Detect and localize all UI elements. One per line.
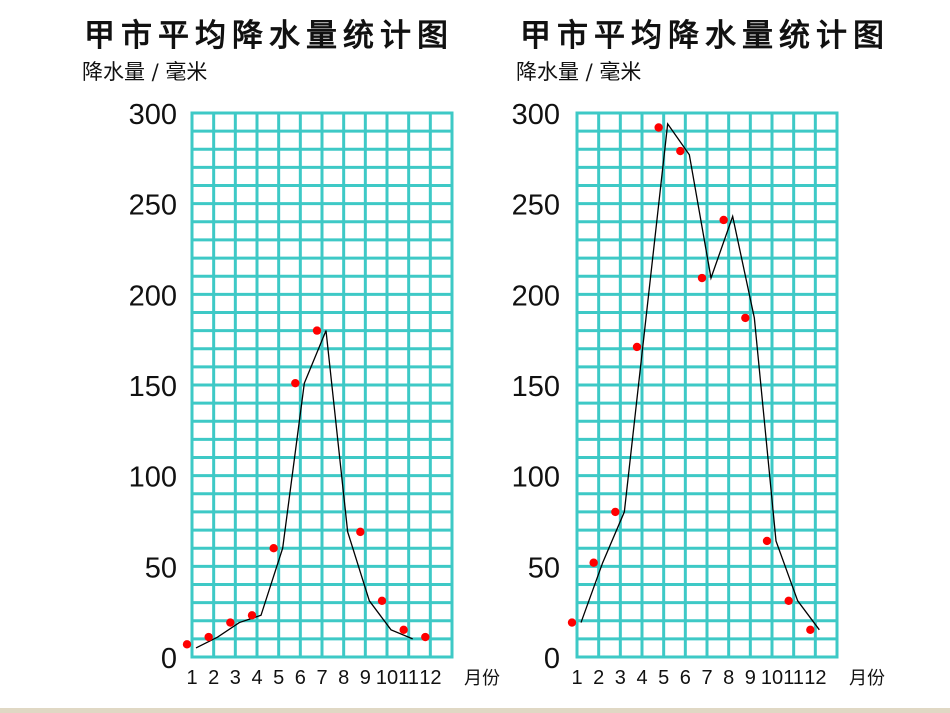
x-tick-label: 9 bbox=[745, 667, 756, 689]
y-tick-label: 150 bbox=[129, 371, 177, 403]
data-point bbox=[226, 618, 235, 627]
x-tick-label: 2 bbox=[593, 667, 604, 689]
x-tick-label: 10 bbox=[761, 667, 783, 689]
data-point bbox=[291, 378, 300, 388]
y-tick-label: 0 bbox=[161, 643, 177, 675]
y-tick-label: 200 bbox=[512, 280, 560, 312]
y-tick-label: 150 bbox=[512, 371, 560, 403]
y-axis-label-left: 降水量 / 毫米 bbox=[82, 60, 208, 84]
data-point bbox=[741, 313, 750, 323]
x-tick-label: 1 bbox=[571, 667, 582, 689]
y-tick-label: 250 bbox=[512, 190, 560, 222]
x-tick-label: 10 bbox=[376, 667, 398, 689]
y-tick-label: 100 bbox=[512, 462, 560, 494]
y-tick-label: 50 bbox=[528, 552, 560, 584]
x-axis-unit: 月份 bbox=[849, 668, 885, 689]
y-tick-label: 50 bbox=[145, 552, 177, 584]
data-point bbox=[611, 507, 620, 517]
y-tick-label: 250 bbox=[129, 190, 177, 222]
data-point bbox=[182, 640, 192, 649]
x-tick-label: 8 bbox=[338, 667, 349, 689]
data-point bbox=[806, 625, 815, 634]
data-point bbox=[356, 527, 365, 537]
data-point bbox=[312, 326, 322, 335]
x-tick-label: 1 bbox=[186, 667, 197, 689]
data-point bbox=[421, 632, 430, 642]
data-point bbox=[247, 611, 257, 620]
data-point bbox=[676, 146, 685, 156]
data-line bbox=[580, 122, 820, 631]
data-point bbox=[269, 544, 278, 553]
data-point bbox=[654, 123, 663, 132]
y-tick-label: 0 bbox=[544, 643, 560, 675]
x-tick-label: 2 bbox=[208, 667, 219, 689]
x-tick-label: 5 bbox=[273, 667, 284, 689]
data-point bbox=[204, 632, 213, 642]
x-tick-label: 6 bbox=[680, 667, 691, 689]
data-point bbox=[632, 342, 642, 352]
data-point bbox=[784, 596, 793, 605]
x-tick-label: 3 bbox=[230, 667, 241, 689]
x-tick-label: 12 bbox=[804, 667, 826, 689]
data-point bbox=[762, 536, 772, 546]
grid bbox=[190, 111, 454, 659]
data-point bbox=[719, 215, 728, 225]
bottom-divider bbox=[0, 708, 950, 713]
chart-title-left: 甲市平均降水量统计图 bbox=[84, 18, 454, 54]
data-point bbox=[589, 558, 598, 567]
x-tick-label: 6 bbox=[295, 667, 306, 689]
data-line bbox=[195, 330, 413, 649]
data-point bbox=[377, 596, 387, 605]
y-axis-label-right: 降水量 / 毫米 bbox=[516, 60, 642, 84]
grid bbox=[575, 111, 839, 659]
x-tick-label: 7 bbox=[316, 667, 327, 689]
data-point bbox=[697, 273, 707, 283]
x-tick-label: 11 bbox=[398, 667, 419, 689]
x-tick-label: 9 bbox=[360, 667, 371, 689]
data-point bbox=[399, 625, 408, 634]
x-tick-label: 4 bbox=[636, 667, 647, 689]
x-tick-label: 4 bbox=[251, 667, 262, 689]
data-point bbox=[567, 618, 577, 627]
x-tick-label: 7 bbox=[701, 667, 712, 689]
x-axis-unit: 月份 bbox=[464, 668, 500, 689]
x-tick-label: 5 bbox=[658, 667, 669, 689]
x-tick-label: 8 bbox=[723, 667, 734, 689]
y-tick-label: 300 bbox=[512, 99, 560, 131]
y-tick-label: 300 bbox=[129, 99, 177, 131]
x-tick-label: 11 bbox=[783, 667, 804, 689]
x-tick-label: 3 bbox=[615, 667, 626, 689]
chart-title-right: 甲市平均降水量统计图 bbox=[520, 18, 890, 54]
x-tick-label: 12 bbox=[419, 667, 441, 689]
y-tick-label: 200 bbox=[129, 280, 177, 312]
y-tick-label: 100 bbox=[129, 462, 177, 494]
